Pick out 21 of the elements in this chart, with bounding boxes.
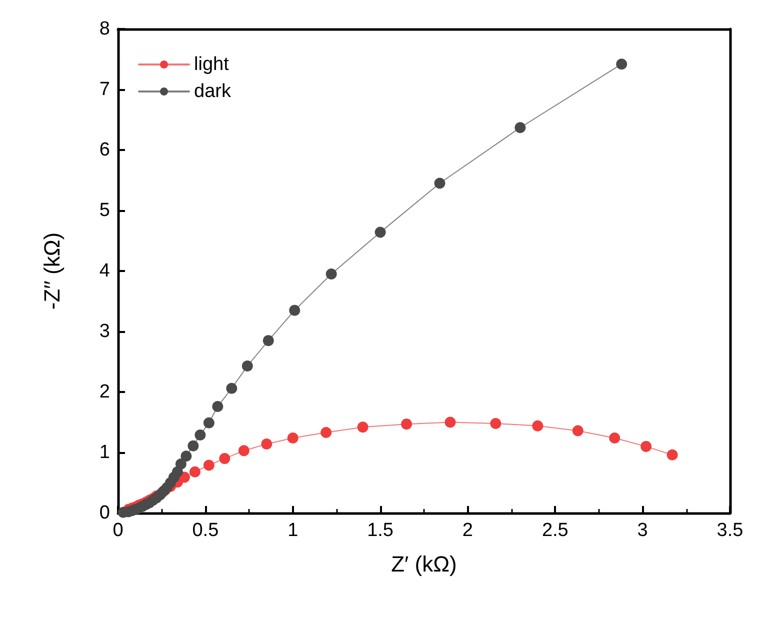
x-tick-label: 3.5 [716, 520, 744, 541]
y-tick-label: 4 [99, 260, 110, 282]
x-tick-label: 2 [462, 520, 474, 541]
x-tick-label: 1.5 [367, 520, 394, 541]
y-tick-label: 1 [99, 442, 110, 463]
y-tick-label: 8 [99, 18, 110, 40]
y-tick-label: 2 [99, 382, 110, 402]
x-axis-title: Z′ (kΩ) [391, 552, 457, 576]
x-tick-label: 0 [112, 520, 124, 541]
y-tick-label: 6 [99, 140, 110, 160]
y-tick-label: 7 [99, 79, 110, 100]
x-tick-label: 3 [637, 520, 648, 541]
x-tick-label: 0.5 [192, 520, 219, 541]
legend-label: light [194, 54, 230, 75]
x-tick-label: 2.5 [542, 520, 568, 541]
y-tick-label: 3 [99, 321, 110, 342]
y-axis-title: -Z′′ (kΩ) [40, 232, 64, 310]
y-tick-label: 5 [99, 200, 110, 221]
legend-label: dark [194, 81, 232, 102]
y-tick-label: 0 [99, 502, 110, 524]
x-tick-label: 1 [288, 520, 298, 541]
